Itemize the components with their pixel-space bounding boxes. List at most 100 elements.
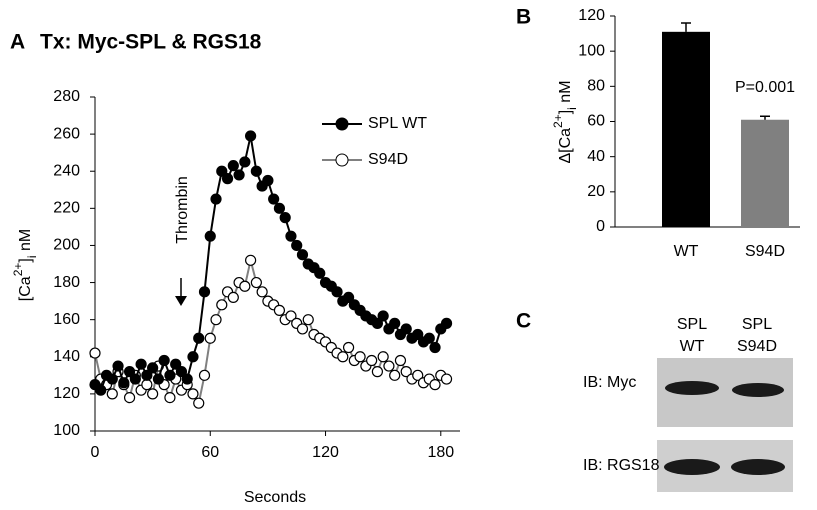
legend-label: SPL WT xyxy=(368,115,427,132)
series-line xyxy=(94,135,448,392)
data-point xyxy=(296,323,309,335)
data-point xyxy=(440,373,453,385)
annotation: P=0.001 xyxy=(735,79,795,96)
y-tick-label: 200 xyxy=(53,237,80,254)
data-point xyxy=(147,388,159,400)
data-point xyxy=(273,202,286,214)
data-point xyxy=(268,193,280,205)
data-point xyxy=(342,341,355,354)
legend-marker xyxy=(335,153,349,167)
data-point xyxy=(95,384,107,396)
data-point xyxy=(400,366,412,378)
blot-band xyxy=(664,459,720,475)
data-point xyxy=(175,366,188,378)
data-point xyxy=(296,249,309,261)
y-tick-label: 220 xyxy=(53,200,80,217)
data-point xyxy=(371,317,383,329)
data-point xyxy=(412,369,424,381)
y-tick-label: 120 xyxy=(578,7,605,24)
data-point xyxy=(147,362,159,374)
data-point xyxy=(123,392,136,404)
bar xyxy=(741,119,789,227)
data-point xyxy=(429,341,441,354)
data-point xyxy=(245,130,257,142)
label-part: 2+ xyxy=(551,114,565,128)
data-point xyxy=(250,165,262,177)
data-point xyxy=(227,160,239,172)
data-point xyxy=(193,397,205,409)
data-point xyxy=(412,328,424,341)
data-point xyxy=(233,169,245,181)
data-point xyxy=(331,286,343,298)
data-point xyxy=(141,379,153,391)
data-point xyxy=(239,280,251,292)
legend-label: S94D xyxy=(368,151,408,168)
y-tick-label: 100 xyxy=(578,42,605,59)
data-point xyxy=(164,392,176,404)
data-point xyxy=(423,332,435,344)
data-point xyxy=(440,317,453,329)
y-tick-label: 120 xyxy=(53,385,80,402)
data-point xyxy=(285,310,297,322)
data-point xyxy=(342,291,355,303)
data-point xyxy=(279,212,291,224)
data-point xyxy=(170,358,182,370)
bar xyxy=(662,31,710,228)
label-part: i xyxy=(25,255,39,258)
blot-band xyxy=(665,381,719,395)
axis-title: Δ[Ca2+]i nM xyxy=(551,80,579,163)
data-point xyxy=(118,377,130,389)
panel-label: B xyxy=(516,6,531,29)
data-point xyxy=(245,254,257,266)
column-header: SPL xyxy=(742,316,772,333)
data-point xyxy=(106,373,118,385)
data-point xyxy=(371,366,383,378)
data-point xyxy=(158,354,170,367)
y-tick-label: 80 xyxy=(587,78,605,95)
y-tick-label: 180 xyxy=(53,274,80,291)
data-point xyxy=(250,276,262,289)
x-tick-label: 120 xyxy=(312,444,339,461)
data-point xyxy=(285,230,297,242)
data-point xyxy=(164,369,176,381)
data-point xyxy=(273,304,286,316)
x-tick-label: 60 xyxy=(201,444,219,461)
data-point xyxy=(152,373,164,385)
data-point xyxy=(337,351,349,363)
data-point xyxy=(106,388,118,400)
x-tick-label: S94D xyxy=(745,243,785,260)
data-point xyxy=(366,354,378,367)
label-part: 2+ xyxy=(11,263,25,277)
label-part: nM xyxy=(557,80,574,107)
arrow-head xyxy=(175,296,187,306)
annotation: Thrombin xyxy=(174,176,191,244)
blot-band xyxy=(732,383,784,397)
chart-title: Tx: Myc-SPL & RGS18 xyxy=(40,31,262,54)
data-point xyxy=(227,291,239,303)
label-part: nM xyxy=(17,229,34,256)
data-point xyxy=(239,156,251,168)
y-tick-label: 40 xyxy=(587,148,605,165)
label-part: i xyxy=(565,107,579,110)
data-point xyxy=(314,267,326,279)
label-part: ] xyxy=(17,258,34,262)
data-point xyxy=(429,379,441,391)
data-point xyxy=(262,174,274,187)
data-point xyxy=(256,286,268,298)
data-point xyxy=(291,239,303,252)
y-tick-label: 100 xyxy=(53,422,80,439)
y-tick-label: 0 xyxy=(596,218,605,235)
error-bar xyxy=(681,22,691,32)
blot-band xyxy=(731,459,785,475)
data-point xyxy=(204,332,216,344)
data-point xyxy=(187,388,199,400)
data-point xyxy=(210,314,222,326)
row-label: IB: RGS18 xyxy=(583,457,660,474)
data-point xyxy=(394,354,407,367)
column-header: SPL xyxy=(677,316,707,333)
data-point xyxy=(193,332,205,344)
data-point xyxy=(389,317,401,329)
x-tick-label: 0 xyxy=(91,444,100,461)
data-point xyxy=(112,360,124,372)
data-point xyxy=(221,173,234,185)
